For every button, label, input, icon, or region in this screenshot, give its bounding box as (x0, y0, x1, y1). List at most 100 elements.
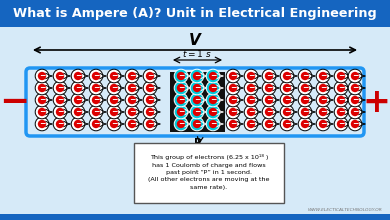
Circle shape (71, 117, 85, 131)
Text: −: − (178, 107, 184, 116)
Text: −: − (147, 119, 153, 128)
Circle shape (146, 84, 154, 92)
Circle shape (92, 96, 100, 104)
Circle shape (193, 96, 201, 104)
Circle shape (177, 108, 185, 116)
Circle shape (38, 108, 46, 116)
Circle shape (247, 108, 255, 116)
Circle shape (89, 105, 103, 119)
Text: −: − (75, 95, 81, 104)
Circle shape (56, 84, 64, 92)
Circle shape (71, 69, 85, 83)
Circle shape (280, 69, 294, 83)
Circle shape (174, 105, 188, 119)
Circle shape (229, 96, 237, 104)
Text: $t = 1$ s: $t = 1$ s (182, 48, 212, 59)
Circle shape (283, 96, 291, 104)
Circle shape (244, 69, 258, 83)
Circle shape (125, 117, 139, 131)
Text: −: − (75, 119, 81, 128)
Circle shape (316, 105, 330, 119)
Circle shape (193, 120, 201, 128)
Text: −: − (338, 71, 344, 80)
Circle shape (125, 69, 139, 83)
Circle shape (247, 120, 255, 128)
Text: −: − (302, 83, 308, 92)
Text: WWW.ELECTICALTECHNOLOGY.OR: WWW.ELECTICALTECHNOLOGY.OR (308, 208, 383, 212)
Text: −: − (129, 119, 135, 128)
Circle shape (128, 84, 136, 92)
Circle shape (177, 72, 185, 80)
Text: −: − (147, 107, 153, 116)
Circle shape (226, 81, 240, 95)
Text: −: − (248, 95, 254, 104)
Bar (0, 0, 390, 27)
Text: −: − (39, 95, 45, 104)
Circle shape (74, 84, 82, 92)
Circle shape (174, 93, 188, 107)
Text: −: − (111, 107, 117, 116)
Circle shape (38, 84, 46, 92)
Circle shape (146, 120, 154, 128)
Text: This group of electrons (6.25 x 10¹⁸ )
has 1 Coulomb of charge and flows
past po: This group of electrons (6.25 x 10¹⁸ ) h… (148, 154, 270, 190)
Circle shape (125, 93, 139, 107)
Circle shape (35, 81, 49, 95)
Text: −: − (93, 119, 99, 128)
Circle shape (146, 108, 154, 116)
Circle shape (53, 117, 67, 131)
Text: −: − (210, 107, 216, 116)
Text: −: − (320, 107, 326, 116)
Text: −: − (39, 119, 45, 128)
Circle shape (280, 105, 294, 119)
Text: −: − (352, 83, 358, 92)
Circle shape (265, 96, 273, 104)
Circle shape (177, 96, 185, 104)
Circle shape (53, 81, 67, 95)
Circle shape (128, 120, 136, 128)
Circle shape (177, 84, 185, 92)
FancyBboxPatch shape (26, 68, 364, 136)
Circle shape (92, 72, 100, 80)
Circle shape (206, 105, 220, 119)
Text: −: − (230, 107, 236, 116)
Circle shape (316, 117, 330, 131)
Text: −: − (75, 83, 81, 92)
Text: −: − (352, 119, 358, 128)
Circle shape (92, 120, 100, 128)
Circle shape (110, 108, 118, 116)
Text: −: − (248, 71, 254, 80)
Circle shape (89, 117, 103, 131)
Circle shape (316, 93, 330, 107)
Text: −: − (284, 119, 290, 128)
Circle shape (206, 93, 220, 107)
Text: −: − (194, 119, 200, 128)
Circle shape (301, 84, 309, 92)
Text: −: − (129, 83, 135, 92)
Circle shape (319, 96, 327, 104)
Text: −: − (147, 83, 153, 92)
Circle shape (174, 81, 188, 95)
Circle shape (53, 105, 67, 119)
Circle shape (244, 117, 258, 131)
Circle shape (110, 96, 118, 104)
Circle shape (174, 69, 188, 83)
Text: −: − (230, 95, 236, 104)
Circle shape (262, 81, 276, 95)
Text: −: − (129, 95, 135, 104)
Bar (0, 214, 390, 220)
Circle shape (143, 117, 157, 131)
Text: −: − (266, 119, 272, 128)
Text: −: − (93, 71, 99, 80)
Circle shape (128, 96, 136, 104)
Circle shape (348, 81, 362, 95)
Text: −: − (284, 83, 290, 92)
Text: −: − (93, 83, 99, 92)
Circle shape (283, 84, 291, 92)
Circle shape (190, 69, 204, 83)
Circle shape (177, 120, 185, 128)
Circle shape (226, 93, 240, 107)
Text: −: − (338, 95, 344, 104)
Text: −: − (284, 71, 290, 80)
Text: −: − (266, 107, 272, 116)
Circle shape (74, 96, 82, 104)
